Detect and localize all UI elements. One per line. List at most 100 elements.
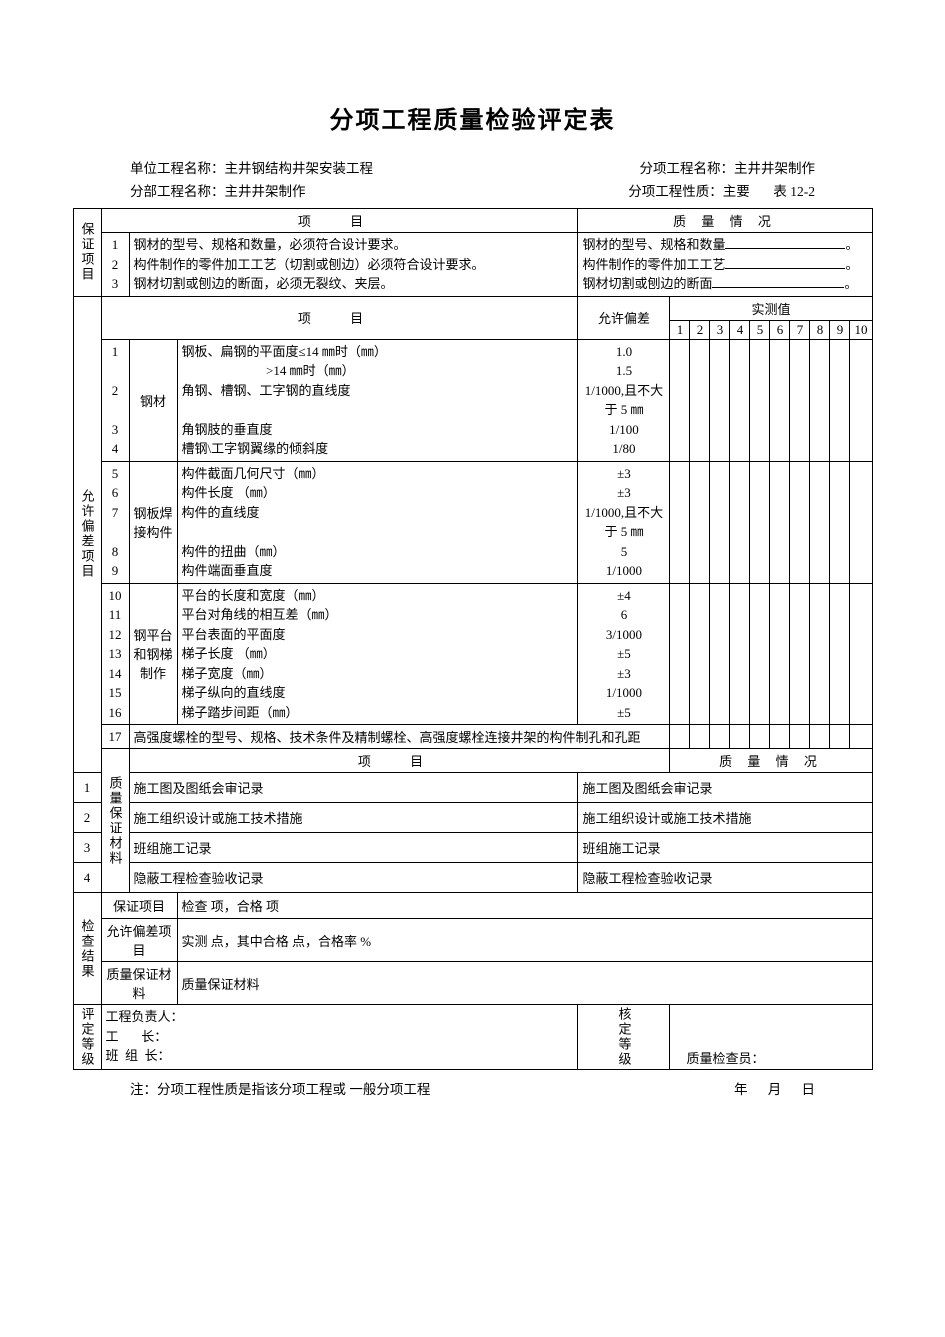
c1-5 bbox=[750, 339, 770, 461]
n9: 9 bbox=[106, 561, 125, 581]
v4: 1/80 bbox=[582, 439, 665, 459]
blank-3 bbox=[712, 287, 844, 288]
i15: 梯子纵向的直线度 bbox=[182, 683, 574, 703]
blank-2 bbox=[725, 268, 845, 269]
cat2: 钢板焊接构件 bbox=[129, 461, 177, 583]
i16: 梯子踏步间距（㎜） bbox=[182, 703, 574, 723]
ck-r3a: 质量保证材料 bbox=[101, 962, 177, 1005]
qa-l1: 施工图及图纸会审记录 bbox=[129, 773, 578, 803]
verify-label: 核定等级 bbox=[578, 1005, 670, 1070]
v16: ±5 bbox=[582, 703, 665, 723]
qa-r1: 施工图及图纸会审记录 bbox=[578, 773, 872, 803]
n1: 1 bbox=[106, 342, 125, 362]
c3-8 bbox=[810, 583, 830, 725]
v7: 1/1000,且不大于 5 ㎜ bbox=[582, 503, 665, 542]
sign-l1: 工程负责人： bbox=[106, 1007, 574, 1027]
n8: 8 bbox=[106, 542, 125, 562]
i11: 平台对角线的相互差（㎜） bbox=[182, 605, 574, 625]
c1-8 bbox=[810, 339, 830, 461]
n4: 4 bbox=[106, 439, 125, 459]
i10: 平台的长度和宽度（㎜） bbox=[182, 586, 574, 606]
g-n3: 3 bbox=[106, 274, 125, 294]
hdr-item-1: 项 目 bbox=[101, 209, 578, 233]
i3: 角钢肢的垂直度 bbox=[182, 420, 574, 440]
qa-r4: 隐蔽工程检查验收记录 bbox=[578, 863, 872, 893]
mh10: 10 bbox=[850, 320, 872, 339]
g-r3b: 。 bbox=[844, 276, 857, 291]
i2: 角钢、槽钢、工字钢的直线度 bbox=[182, 381, 574, 401]
prop-val: 主要 bbox=[723, 184, 750, 199]
c2-5 bbox=[750, 461, 770, 583]
c2-8 bbox=[810, 461, 830, 583]
ck-r3b: 质量保证材料 bbox=[177, 962, 872, 1005]
cat1: 钢材 bbox=[129, 339, 177, 461]
c3-3 bbox=[710, 583, 730, 725]
hdr-item-2: 项 目 bbox=[101, 296, 578, 339]
n12: 12 bbox=[106, 625, 125, 645]
v6: ±3 bbox=[582, 483, 665, 503]
qa-l3: 班组施工记录 bbox=[129, 833, 578, 863]
n6: 6 bbox=[106, 483, 125, 503]
qa-n4: 4 bbox=[73, 863, 101, 893]
c1-2 bbox=[690, 339, 710, 461]
v12: 3/1000 bbox=[582, 625, 665, 645]
c1-3 bbox=[710, 339, 730, 461]
ck-r2a: 允许偏差项目 bbox=[101, 919, 177, 962]
c4-3 bbox=[710, 725, 730, 749]
c4-2 bbox=[690, 725, 710, 749]
i14: 梯子宽度（㎜） bbox=[182, 664, 574, 684]
v1b: 1.5 bbox=[582, 361, 665, 381]
c1-4 bbox=[730, 339, 750, 461]
ck-r1a: 保证项目 bbox=[101, 893, 177, 919]
v11: 6 bbox=[582, 605, 665, 625]
c2-2 bbox=[690, 461, 710, 583]
page-title: 分项工程质量检验评定表 bbox=[50, 100, 895, 135]
n2: 2 bbox=[106, 381, 125, 401]
c4-5 bbox=[750, 725, 770, 749]
unit-label: 单位工程名称： bbox=[130, 161, 225, 176]
note-date: 年 月 日 bbox=[734, 1078, 815, 1098]
qa-l4: 隐蔽工程检查验收记录 bbox=[129, 863, 578, 893]
v2: 1/1000,且不大于 5 ㎜ bbox=[582, 381, 665, 420]
g-n1: 1 bbox=[106, 235, 125, 255]
c3-10 bbox=[850, 583, 872, 725]
mh9: 9 bbox=[830, 320, 850, 339]
v1a: 1.0 bbox=[582, 342, 665, 362]
n10: 10 bbox=[106, 586, 125, 606]
i6: 构件长度 （㎜） bbox=[182, 483, 574, 503]
n13: 13 bbox=[106, 644, 125, 664]
mh5: 5 bbox=[750, 320, 770, 339]
c1-9 bbox=[830, 339, 850, 461]
c1-7 bbox=[790, 339, 810, 461]
footer-note: 注：分项工程性质是指该分项工程或 一般分项工程 年 月 日 bbox=[130, 1078, 815, 1098]
n14: 14 bbox=[106, 664, 125, 684]
c2-1 bbox=[670, 461, 690, 583]
i9: 构件端面垂直度 bbox=[182, 561, 574, 581]
hdr-tol: 允许偏差 bbox=[578, 296, 670, 339]
g-r2b: 。 bbox=[845, 257, 858, 272]
v14: ±3 bbox=[582, 664, 665, 684]
c4-10 bbox=[850, 725, 872, 749]
i12: 平台表面的平面度 bbox=[182, 625, 574, 645]
g-t2: 构件制作的零件加工工艺（切割或刨边）必须符合设计要求。 bbox=[134, 255, 574, 275]
n5: 5 bbox=[106, 464, 125, 484]
hdr-meas: 实测值 bbox=[670, 296, 872, 320]
c3-7 bbox=[790, 583, 810, 725]
i13: 梯子长度 （㎜） bbox=[182, 644, 574, 664]
c2-10 bbox=[850, 461, 872, 583]
tolerance-label: 允许偏差项目 bbox=[73, 296, 101, 773]
ck-r2b: 实测 点，其中合格 点，合格率 % bbox=[177, 919, 872, 962]
c3-1 bbox=[670, 583, 690, 725]
i4: 槽钢\工字钢翼缘的倾斜度 bbox=[182, 439, 574, 459]
v13: ±5 bbox=[582, 644, 665, 664]
v8: 5 bbox=[582, 542, 665, 562]
guarantee-label: 保证项目 bbox=[73, 209, 101, 297]
mh4: 4 bbox=[730, 320, 750, 339]
n7: 7 bbox=[106, 503, 125, 523]
v15: 1/1000 bbox=[582, 683, 665, 703]
c2-4 bbox=[730, 461, 750, 583]
ck-r1b: 检查 项，合格 项 bbox=[177, 893, 872, 919]
mh7: 7 bbox=[790, 320, 810, 339]
c4-4 bbox=[730, 725, 750, 749]
i7: 构件的直线度 bbox=[182, 503, 574, 523]
